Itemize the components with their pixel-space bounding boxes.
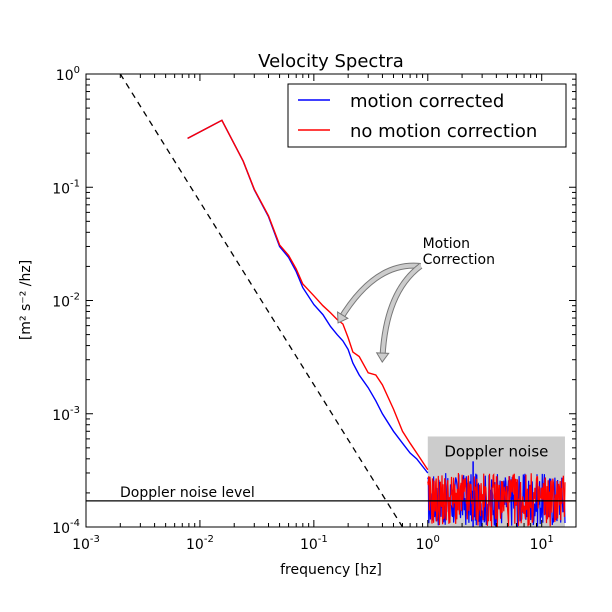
annotation-arrow-fill-0 <box>338 263 421 321</box>
x-axis-label: frequency [hz] <box>280 562 382 578</box>
legend-label-0: motion corrected <box>350 91 504 112</box>
legend-box <box>287 83 567 148</box>
doppler-noise-region-label: Doppler noise <box>444 442 548 460</box>
y-tick-label-1: 10-3 <box>52 405 80 424</box>
no-motion-correction-line <box>187 119 429 471</box>
x-tick-label-1: 10-2 <box>186 534 214 553</box>
annotation-text-1: Correction <box>423 252 495 268</box>
legend-label-1: no motion correction <box>350 121 537 142</box>
chart-title: Velocity Spectra <box>258 51 404 72</box>
y-axis-label: [m² s⁻² /hz] <box>18 260 34 340</box>
legend: motion corrected no motion correction <box>287 83 567 148</box>
plot-clip-group <box>86 74 576 527</box>
dashed-slope-line <box>119 74 404 527</box>
plot-area: Doppler noise Doppler noise level MotionCo… <box>86 74 576 527</box>
no-motion-correction-noise <box>427 472 566 527</box>
motion-corrected-line <box>187 119 429 474</box>
y-tick-label-0: 10-4 <box>52 518 80 537</box>
y-tick-label-2: 10-2 <box>52 292 80 311</box>
x-tick-label-4: 101 <box>530 534 554 553</box>
x-tick-label-2: 10-1 <box>300 534 328 553</box>
y-tick-label-4: 100 <box>56 65 80 84</box>
doppler-noise-level-label: Doppler noise level <box>120 485 255 501</box>
annotation-text-0: Motion <box>423 236 470 252</box>
x-tick-label-3: 100 <box>416 534 440 553</box>
y-tick-label-3: 10-1 <box>52 178 80 197</box>
annotation-arrow-head-0 <box>337 311 349 324</box>
annotation-arrow-head-1 <box>375 352 390 363</box>
x-tick-label-0: 10-3 <box>72 534 100 553</box>
annotation-arrow-fill-1 <box>380 264 422 359</box>
